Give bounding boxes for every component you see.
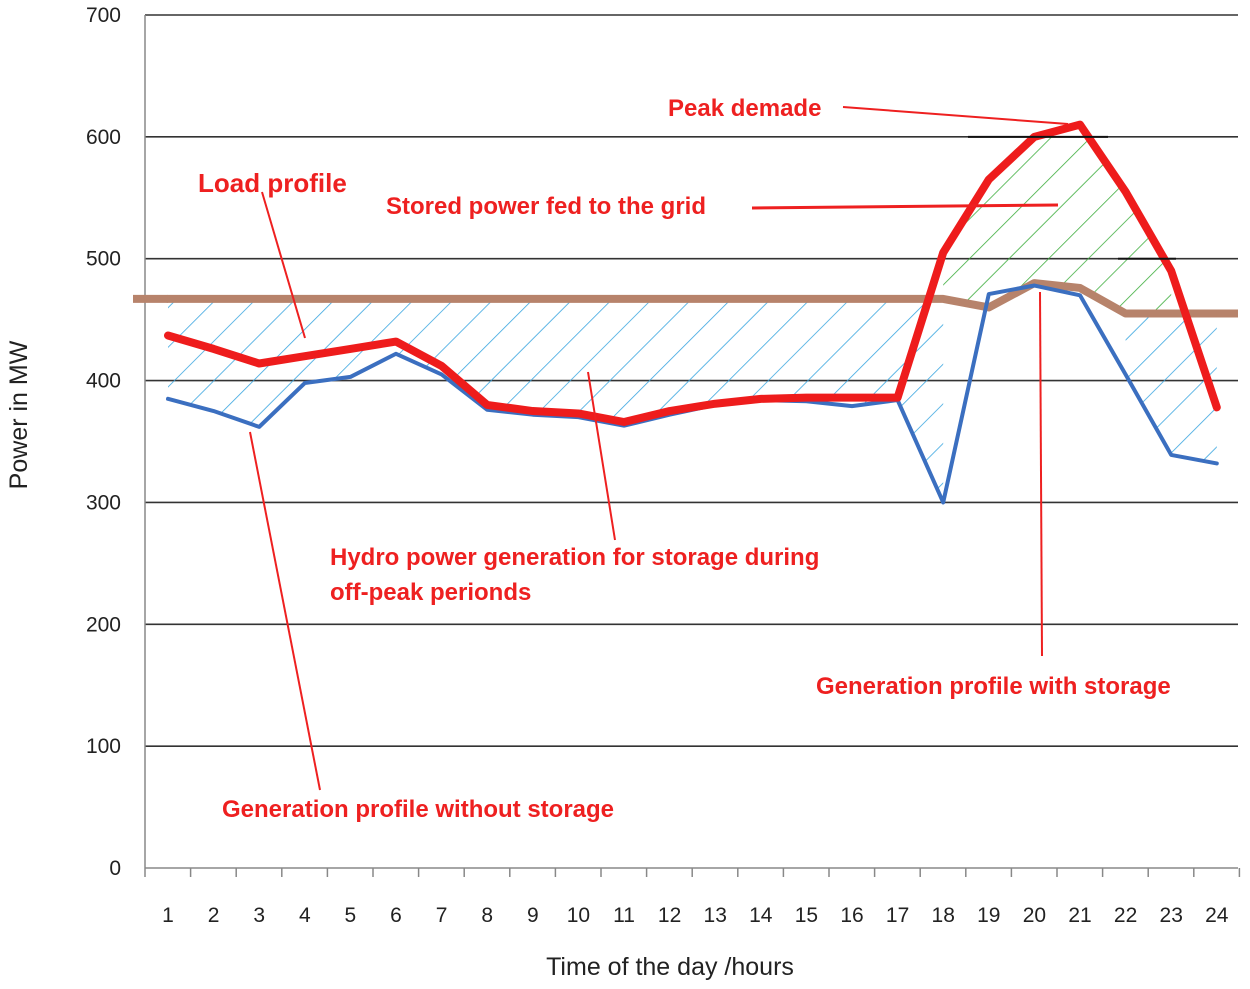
x-tick-label-2: 2 bbox=[208, 904, 220, 927]
y-tick-label-700: 700 bbox=[86, 4, 121, 27]
axes bbox=[144, 15, 1241, 877]
y-tick-label-0: 0 bbox=[109, 857, 121, 880]
x-tick-label-16: 16 bbox=[840, 904, 863, 927]
x-tick-label-4: 4 bbox=[299, 904, 311, 927]
leader-generation-without-storage bbox=[249, 431, 321, 791]
series-line-generation-profile-with-storage bbox=[164, 279, 1221, 318]
x-tick-label-1: 1 bbox=[162, 904, 174, 927]
hatch-evening-storage bbox=[1125, 313, 1217, 464]
x-tick-labels: 1 2 3 4 5 6 7 8 9 10 11 12 13 14 15 16 17 18 19 20 21 22 23 24 bbox=[162, 904, 1229, 927]
y-tick-label-500: 500 bbox=[86, 248, 121, 271]
x-tick-label-8: 8 bbox=[481, 904, 493, 927]
x-tick-label-18: 18 bbox=[932, 904, 955, 927]
y-tick-label-100: 100 bbox=[86, 735, 121, 758]
leader-generation-with-storage bbox=[1039, 291, 1043, 657]
annotation-generation-without-storage: Generation profile without storage bbox=[222, 796, 614, 823]
x-tick-label-20: 20 bbox=[1023, 904, 1046, 927]
x-tick-label-7: 7 bbox=[436, 904, 448, 927]
x-tick-label-19: 19 bbox=[977, 904, 1000, 927]
x-tick-label-21: 21 bbox=[1068, 904, 1091, 927]
x-tick-label-15: 15 bbox=[795, 904, 818, 927]
leader-stored-power bbox=[751, 203, 1059, 210]
leader-load-profile bbox=[261, 191, 306, 339]
annotation-stored-power: Stored power fed to the grid bbox=[386, 193, 706, 220]
x-tick-label-6: 6 bbox=[390, 904, 402, 927]
annotation-load-profile: Load profile bbox=[198, 168, 347, 198]
x-tick-label-3: 3 bbox=[253, 904, 265, 927]
annotation-peak-demand: Peak demade bbox=[668, 95, 821, 122]
x-tick-label-13: 13 bbox=[704, 904, 727, 927]
y-tick-labels: 0 100 200 300 400 500 600 700 bbox=[86, 4, 121, 880]
annotation-generation-with-storage: Generation profile with storage bbox=[816, 673, 1171, 700]
y-tick-label-200: 200 bbox=[86, 613, 121, 636]
x-tick-label-9: 9 bbox=[527, 904, 539, 927]
x-tick-label-24: 24 bbox=[1205, 904, 1229, 927]
y-tick-label-300: 300 bbox=[86, 491, 121, 514]
series-lines bbox=[133, 120, 1238, 505]
x-tick-label-23: 23 bbox=[1160, 904, 1183, 927]
x-tick-label-14: 14 bbox=[749, 904, 773, 927]
annotation-hydro-line2: off-peak perionds bbox=[330, 579, 531, 606]
x-tick-label-10: 10 bbox=[567, 904, 590, 927]
x-tick-label-12: 12 bbox=[658, 904, 681, 927]
y-tick-label-600: 600 bbox=[86, 126, 121, 149]
x-tick-label-17: 17 bbox=[886, 904, 909, 927]
leader-peak-demand bbox=[842, 106, 1069, 125]
annotation-leaders bbox=[249, 106, 1069, 791]
x-tick-label-11: 11 bbox=[613, 904, 635, 927]
annotation-hydro-line1: Hydro power generation for storage durin… bbox=[330, 544, 819, 571]
x-tick-label-5: 5 bbox=[345, 904, 357, 927]
y-axis-title: Power in MW bbox=[5, 340, 33, 489]
y-tick-label-400: 400 bbox=[86, 370, 121, 393]
series-line-load-profile bbox=[164, 120, 1221, 427]
x-axis-title: Time of the day /hours bbox=[546, 953, 794, 981]
x-tick-label-22: 22 bbox=[1114, 904, 1137, 927]
leader-hydro-storage bbox=[587, 371, 616, 541]
